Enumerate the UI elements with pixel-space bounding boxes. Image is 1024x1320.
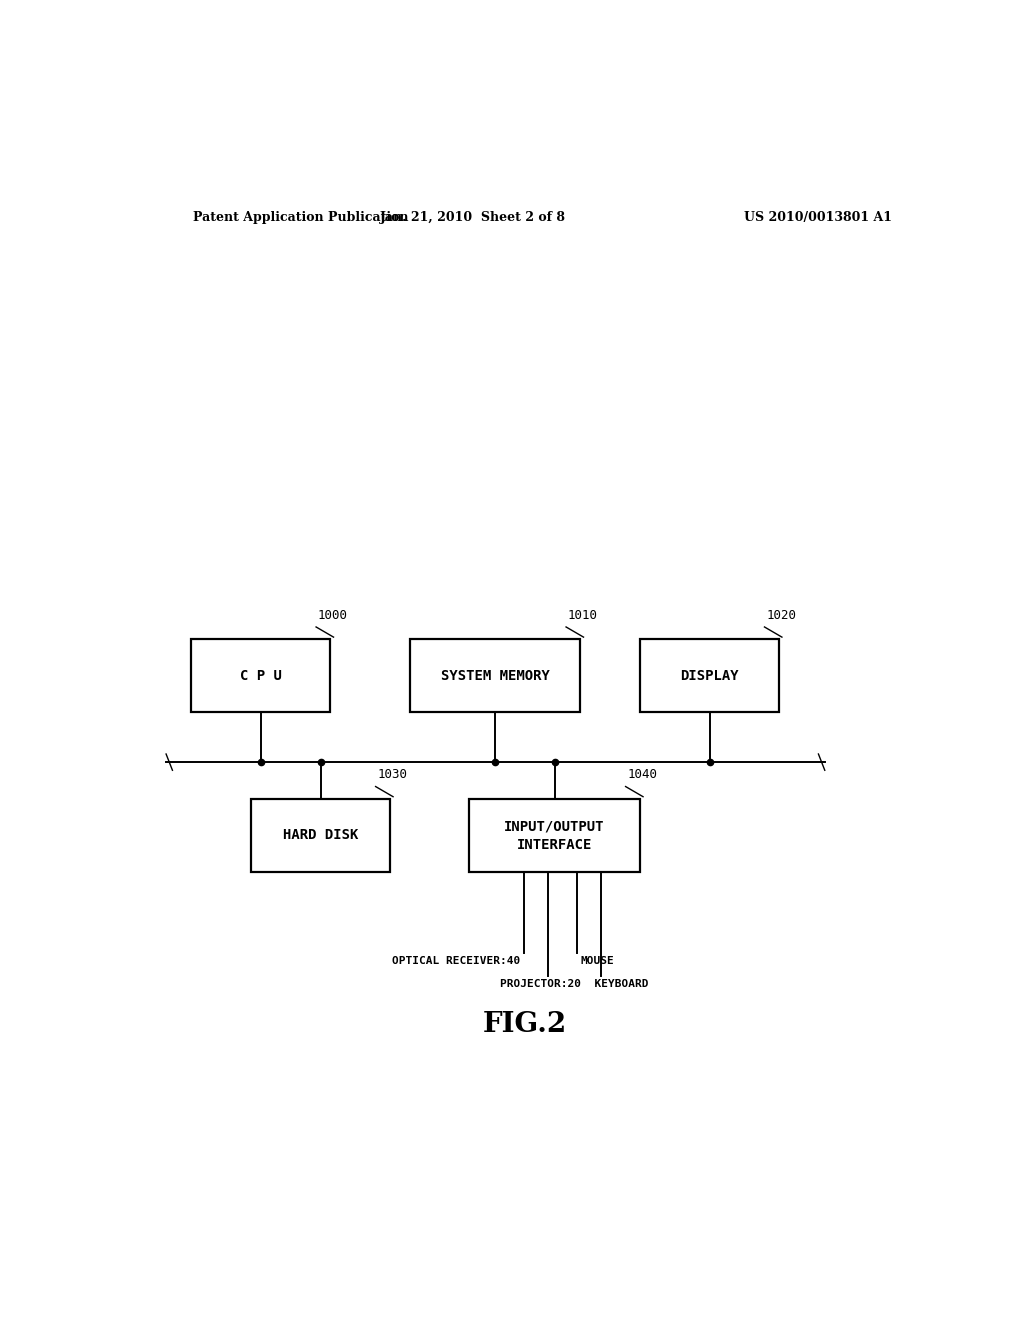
Text: SYSTEM MEMORY: SYSTEM MEMORY <box>440 669 550 682</box>
Text: OPTICAL RECEIVER:40: OPTICAL RECEIVER:40 <box>392 956 520 966</box>
Text: PROJECTOR:20  KEYBOARD: PROJECTOR:20 KEYBOARD <box>500 978 648 989</box>
Text: HARD DISK: HARD DISK <box>283 829 358 842</box>
Bar <box>410 639 581 713</box>
Text: MOUSE: MOUSE <box>581 956 614 966</box>
Text: 1000: 1000 <box>317 609 348 622</box>
Text: 1030: 1030 <box>377 768 408 781</box>
Text: US 2010/0013801 A1: US 2010/0013801 A1 <box>744 211 893 224</box>
Text: 1010: 1010 <box>567 609 598 622</box>
Text: 1040: 1040 <box>627 768 657 781</box>
Text: DISPLAY: DISPLAY <box>680 669 738 682</box>
Bar <box>469 799 640 873</box>
Text: Patent Application Publication: Patent Application Publication <box>194 211 409 224</box>
Text: INPUT/OUTPUT
INTERFACE: INPUT/OUTPUT INTERFACE <box>504 820 605 851</box>
Bar <box>640 639 779 713</box>
Bar <box>191 639 331 713</box>
Bar <box>251 799 390 873</box>
Text: C P U: C P U <box>240 669 282 682</box>
Text: 1020: 1020 <box>766 609 796 622</box>
Text: FIG.2: FIG.2 <box>482 1011 567 1038</box>
Text: Jan. 21, 2010  Sheet 2 of 8: Jan. 21, 2010 Sheet 2 of 8 <box>380 211 566 224</box>
